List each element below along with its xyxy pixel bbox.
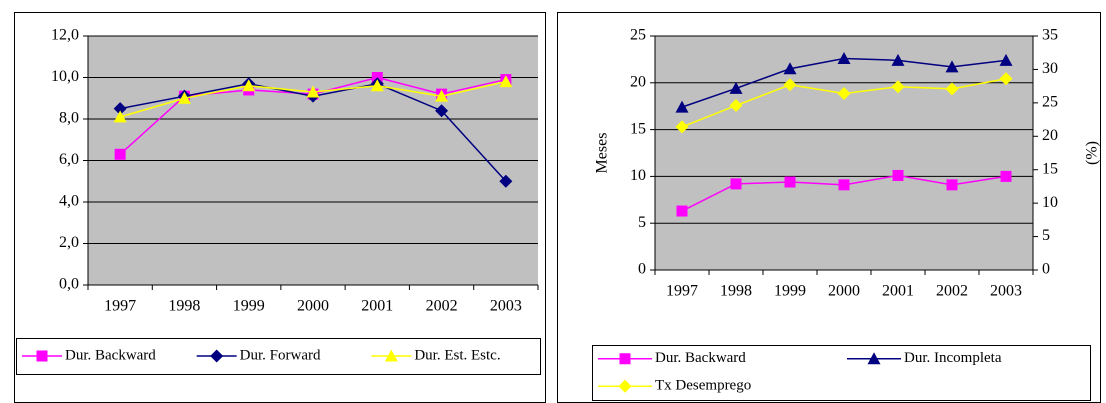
legend-label: Dur. Forward [240, 347, 321, 363]
marker [945, 82, 959, 96]
marker [1000, 170, 1012, 182]
y-tick-label: 6,0 [59, 151, 79, 168]
y-tick-label: 5 [638, 214, 646, 231]
marker [730, 178, 742, 190]
x-tick-label: 1997 [666, 283, 698, 300]
marker [384, 349, 398, 362]
y2-tick-label: 5 [1042, 227, 1050, 244]
marker [499, 174, 513, 188]
marker [177, 91, 191, 104]
x-tick-label: 2002 [936, 283, 968, 300]
x-tick-label: 2000 [828, 283, 860, 300]
x-tick-label: 1999 [774, 283, 806, 300]
x-tick-label: 2000 [297, 298, 329, 315]
marker [435, 89, 449, 102]
marker [999, 53, 1013, 66]
marker [837, 51, 851, 64]
legend-label: Dur. Backward [655, 350, 746, 366]
marker [113, 102, 127, 116]
y-tick-label: 10 [630, 167, 646, 184]
marker [306, 85, 320, 98]
legend: Dur. Backward Dur. Incompleta Tx Desempreg… [592, 345, 1091, 401]
marker [619, 353, 631, 365]
y2-tick-label: 0 [1042, 261, 1050, 278]
y2-tick-label: 10 [1042, 194, 1058, 211]
x-tick-label: 1999 [233, 298, 265, 315]
marker [370, 79, 384, 92]
legend-label: Tx Desemprego [655, 378, 751, 394]
marker [891, 53, 905, 66]
legend-label: Dur. Est. Estc. [414, 347, 500, 363]
legend-box [592, 345, 1091, 401]
legend-label: Dur. Incompleta [904, 350, 1002, 366]
legend: Dur. Backward Dur. Forward Dur. Est. Estc. [16, 338, 541, 375]
x-tick-label: 2002 [426, 298, 458, 315]
marker [946, 179, 958, 191]
marker [783, 78, 797, 92]
y-tick-label: 8,0 [59, 110, 79, 127]
marker [675, 100, 689, 113]
y-tick-label: 12,0 [51, 27, 79, 44]
y2-tick-label: 15 [1042, 160, 1058, 177]
y-tick-label: 25 [630, 27, 646, 44]
marker [999, 72, 1013, 86]
y2-tick-label: 20 [1042, 127, 1058, 144]
x-tick-label: 2001 [882, 283, 914, 300]
marker [783, 62, 797, 75]
marker [676, 205, 688, 217]
marker [499, 75, 513, 88]
marker [729, 81, 743, 94]
y2-tick-label: 35 [1042, 27, 1058, 44]
y-tick-label: 0 [638, 261, 646, 278]
y-tick-label: 4,0 [59, 193, 79, 210]
x-tick-label: 1997 [104, 298, 136, 315]
x-tick-label: 1998 [720, 283, 752, 300]
y2-axis-label: (%) [1084, 141, 1101, 165]
y-tick-label: 2,0 [59, 234, 79, 251]
legend-label: Dur. Backward [65, 347, 156, 363]
marker [784, 176, 796, 188]
marker [36, 350, 48, 362]
marker [891, 80, 905, 94]
y-tick-label: 0,0 [59, 276, 79, 293]
marker [618, 379, 632, 393]
x-tick-label: 2003 [990, 283, 1022, 300]
marker [837, 86, 851, 100]
marker [945, 60, 959, 73]
y-tick-label: 15 [630, 120, 646, 137]
plot-area [655, 36, 1033, 270]
y2-tick-label: 25 [1042, 94, 1058, 111]
y-tick-label: 10,0 [51, 68, 79, 85]
marker [892, 169, 904, 181]
marker [242, 79, 256, 92]
x-tick-label: 2003 [490, 298, 522, 315]
marker [210, 349, 224, 363]
marker [675, 120, 689, 134]
y2-tick-label: 30 [1042, 60, 1058, 77]
x-tick-label: 2001 [361, 298, 393, 315]
marker [867, 352, 881, 365]
legend-box [16, 338, 541, 375]
marker [113, 110, 127, 123]
marker [729, 99, 743, 113]
x-tick-label: 1998 [168, 298, 200, 315]
y-axis-label: Meses [594, 133, 611, 174]
y-tick-label: 20 [630, 73, 646, 90]
marker [838, 179, 850, 191]
marker [114, 148, 126, 160]
marker [435, 104, 449, 118]
